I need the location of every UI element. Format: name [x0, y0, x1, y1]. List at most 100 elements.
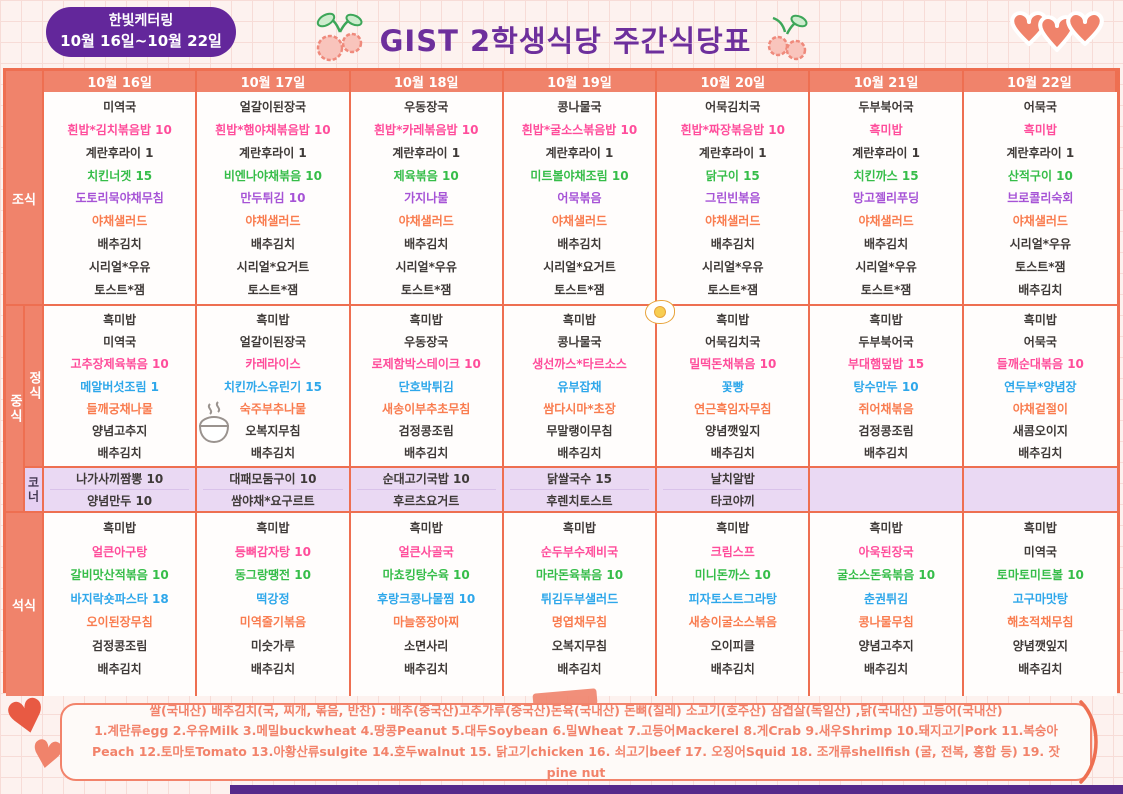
menu-item: 미역국	[103, 99, 137, 114]
menu-item: 토스트*잼	[707, 283, 758, 298]
menu-item: 타코야끼	[710, 493, 755, 508]
menu-item: 야채겉절이	[1012, 401, 1068, 416]
caterer-badge: 한빛케터링 10월 16일~10월 22일	[46, 7, 236, 57]
day-header: 10월 21일	[810, 71, 964, 92]
menu-cell: 얼갈이된장국 흰밥*햄야채볶음밥 10 계란후라이 1 비엔나야채볶음 10 만두튀김 …	[197, 92, 351, 306]
egg-yolk	[654, 306, 666, 318]
menu-item: 명엽채무침	[551, 615, 608, 630]
menu-item: 검정콩조림	[858, 423, 914, 438]
menu-item: 흰밥*짜장볶음밥 10	[680, 122, 785, 137]
menu-item: 야채샐러드	[705, 214, 761, 229]
menu-item: 생선까스*타르소스	[532, 357, 627, 372]
menu-item: 야채샐러드	[858, 214, 914, 229]
menu-item: 숙주부추나물	[239, 401, 307, 416]
menu-item: 양념만두 10	[87, 493, 153, 508]
day-header: 10월 22일	[963, 71, 1117, 92]
menu-item: 단호박튀김	[398, 379, 454, 394]
menu-item: 크림스프	[710, 544, 755, 559]
row-label-breakfast: 조식	[6, 92, 44, 306]
menu-cell: 어묵김치국 흰밥*짜장볶음밥 10 계란후라이 1 닭구이 15 그린빈볶음 야채샐러드 배…	[657, 92, 811, 306]
menu-item: 배추김치	[557, 445, 602, 460]
menu-item: 떡강정	[256, 591, 290, 606]
menu-item: 비엔나야채볶음 10	[223, 168, 322, 183]
menu-cell: 흑미밥 우동장국 로제함박스테이크 10 단호박튀김 새송이부추초무침 검정콩조림 배추김치	[350, 306, 504, 468]
menu-cell: 흑미밥 얼큰사골국 마쵸킹탕수육 10 후랑크콩나물찜 10 마늘쫑장아찌 소면사리 배추김…	[350, 513, 504, 696]
menu-item: 들깨궁채나물	[86, 401, 153, 416]
menu-item: 날치알밥	[663, 469, 803, 490]
menu-item: 흑미밥	[256, 521, 290, 536]
menu-item: 탕수만두 10	[853, 379, 919, 394]
menu-item: 양념고추지	[92, 423, 148, 438]
menu-item: 흑미밥	[869, 122, 903, 137]
menu-item: 우동장국	[404, 99, 449, 114]
menu-item: 아욱된장국	[858, 544, 914, 559]
menu-item: 들깨순대볶음 10	[996, 357, 1084, 372]
day-header: 10월 17일	[197, 71, 351, 92]
menu-item: 마라돈육볶음 10	[535, 568, 624, 583]
menu-item: 순두부수제비국	[540, 544, 619, 559]
menu-item: 토마토미트볼 10	[996, 568, 1084, 583]
menu-item: 흑미밥	[1023, 313, 1057, 328]
menu-item: 계란후라이 1	[545, 145, 614, 160]
menu-item: 흑미밥	[716, 313, 750, 328]
menu-item: 소면사리	[404, 638, 449, 653]
menu-item: 그린빈볶음	[705, 191, 761, 206]
menu-item: 춘권튀김	[863, 591, 909, 606]
menu-cell: 흑미밥 어묵김치국 밀떡돈채볶음 10 꽃빵 연근흑임자무침 양념깻잎지 배추김치	[657, 306, 811, 468]
menu-item: 쌈다시마*초장	[543, 401, 616, 416]
day-header: 10월 16일	[44, 71, 198, 92]
allergen-info: 1.계란류egg 2.우유Milk 3.메밀buckwheat 4.땅콩Pean…	[91, 723, 1061, 780]
menu-item: 배추김치	[97, 445, 142, 460]
corner-cell: 대패모둠구이 10 쌈야채*요구르트	[197, 468, 351, 513]
menu-item: 미숫가루	[250, 638, 295, 653]
menu-item: 계란후라이 1	[392, 145, 461, 160]
day-header: 10월 20일	[657, 71, 811, 92]
menu-item: 후르츠요거트	[393, 493, 460, 508]
menu-item: 배추김치	[1018, 445, 1063, 460]
menu-item: 연두부*양념장	[1004, 379, 1077, 394]
menu-item: 만두튀김 10	[240, 191, 306, 206]
menu-item: 흑미밥	[1023, 521, 1057, 536]
menu-cell: 흑미밥 아욱된장국 굴소스돈육볶음 10 춘권튀김 콩나물무침 양념고추지 배추김치	[810, 513, 964, 696]
menu-item: 계란후라이 1	[698, 145, 767, 160]
menu-item: 배추김치	[404, 237, 449, 252]
menu-item: 흑미밥	[869, 313, 903, 328]
menu-item: 야채샐러드	[551, 214, 608, 229]
menu-item: 흰밥*굴소스볶음밥 10	[521, 122, 638, 137]
day-header: 10월 18일	[350, 71, 504, 92]
menu-item: 오복지무침	[245, 423, 301, 438]
menu-item: 계란후라이 1	[85, 145, 154, 160]
menu-item: 배추김치	[404, 662, 449, 677]
menu-item: 새송이굴소스볶음	[688, 615, 777, 630]
menu-item: 흑미밥	[716, 521, 750, 536]
menu-item: 양념깻잎지	[1012, 638, 1068, 653]
menu-item: 배추김치	[710, 662, 755, 677]
cherry-icon-right	[765, 12, 809, 66]
menu-item: 대패모둠구이 10	[203, 469, 343, 490]
menu-item: 튀김두부샐러드	[540, 591, 619, 606]
row-label-lunch-main: 정식	[25, 306, 44, 468]
menu-item: 흰밥*김치볶음밥 10	[67, 122, 172, 137]
menu-item: 배추김치	[863, 237, 909, 252]
menu-item: 토스트*잼	[247, 283, 299, 298]
corner-cell: 나가사끼짬뽕 10 양념만두 10	[44, 468, 198, 513]
menu-item: 메알버섯조림 1	[80, 379, 160, 394]
menu-item: 무말랭이무침	[546, 423, 613, 438]
menu-item: 망고젤리푸딩	[852, 191, 920, 206]
menu-item: 해초적채무침	[1007, 615, 1074, 630]
menu-item: 오복지무침	[551, 638, 608, 653]
menu-item: 순대고기국밥 10	[356, 469, 496, 490]
menu-item: 배추김치	[1018, 662, 1063, 677]
menu-item: 얼갈이된장국	[239, 335, 307, 350]
fried-egg-doodle	[645, 300, 675, 324]
menu-item: 치킨까스유린기 15	[223, 379, 322, 394]
caterer-name: 한빛케터링	[108, 12, 174, 29]
menu-item: 갈비맛산적볶음 10	[70, 568, 169, 583]
menu-item: 얼갈이된장국	[239, 99, 307, 114]
menu-item: 흑미밥	[409, 521, 443, 536]
corner-cell: 닭쌀국수 15 후렌치토스트	[503, 468, 658, 513]
menu-item: 토스트*잼	[554, 283, 605, 298]
menu-item: 치킨까스 15	[853, 168, 919, 183]
